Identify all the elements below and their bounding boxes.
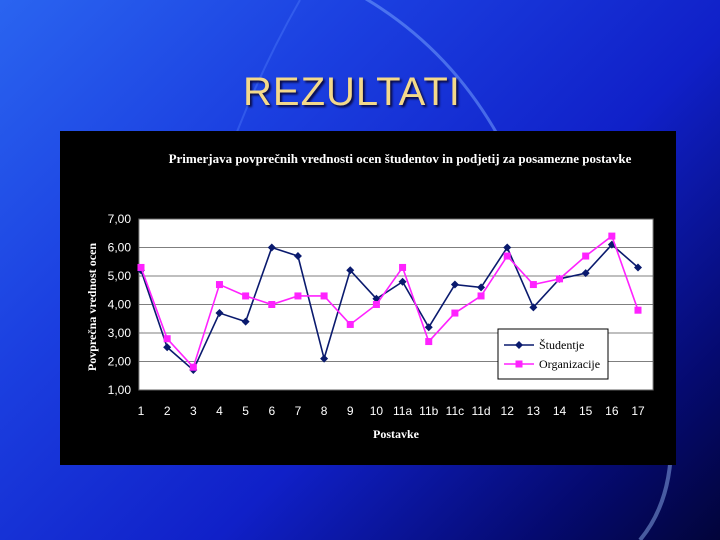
data-point-studentje	[581, 269, 590, 278]
x-tick-label: 11d	[471, 404, 490, 418]
data-point-studentje	[346, 266, 355, 275]
x-tick-label: 14	[553, 404, 567, 418]
x-tick-label: 6	[268, 404, 275, 418]
data-point-organizacije	[451, 309, 459, 317]
y-tick-label: 3,00	[108, 326, 132, 340]
data-point-studentje	[450, 280, 459, 289]
data-point-organizacije	[399, 263, 407, 271]
y-tick-label: 5,00	[108, 269, 132, 283]
data-point-studentje	[241, 317, 250, 326]
legend-label: Študentje	[539, 338, 584, 352]
data-point-studentje	[424, 323, 433, 332]
data-point-studentje	[293, 252, 302, 261]
data-point-organizacije	[320, 292, 328, 300]
series-line-organizacije	[140, 234, 639, 369]
x-tick-label: 9	[347, 404, 354, 418]
x-tick-label: 12	[501, 404, 515, 418]
data-point-organizacije	[137, 263, 145, 271]
legend: Študentje Organizacije	[497, 328, 609, 380]
data-point-organizacije	[346, 320, 354, 328]
x-tick-label: 11a	[393, 404, 412, 418]
chart-frame: Primerjava povprečnih vrednosti ocen štu…	[60, 131, 676, 465]
data-point-organizacije	[556, 275, 564, 283]
data-point-organizacije	[529, 281, 537, 289]
chart-title: Primerjava povprečnih vrednosti ocen štu…	[169, 151, 632, 166]
y-axis-label: Povprečna vrednost ocen	[85, 243, 99, 372]
x-tick-label: 2	[164, 404, 171, 418]
legend-marker	[515, 360, 523, 368]
y-tick-label: 6,00	[108, 241, 132, 255]
data-point-organizacije	[163, 335, 171, 343]
x-tick-label: 8	[321, 404, 328, 418]
x-tick-label: 15	[579, 404, 593, 418]
x-tick-label: 10	[370, 404, 384, 418]
data-point-organizacije	[425, 338, 433, 346]
data-point-organizacije	[503, 252, 511, 260]
legend-box	[497, 328, 609, 380]
x-tick-label: 3	[190, 404, 197, 418]
data-point-organizacije	[477, 292, 485, 300]
data-point-studentje	[633, 263, 642, 272]
data-point-organizacije	[242, 292, 250, 300]
data-point-organizacije	[608, 232, 616, 240]
y-tick-label: 4,00	[108, 298, 132, 312]
slide-title: REZULTATI	[243, 70, 461, 114]
series-line-studentje	[140, 243, 639, 372]
x-tick-label: 7	[295, 404, 302, 418]
data-point-studentje	[607, 240, 616, 249]
x-tick-label: 13	[527, 404, 541, 418]
y-tick-label: 7,00	[108, 212, 132, 226]
x-tick-label: 11b	[419, 404, 438, 418]
data-point-studentje	[320, 354, 329, 363]
legend-label: Organizacije	[539, 357, 600, 371]
data-point-organizacije	[268, 301, 276, 308]
data-point-studentje	[529, 303, 538, 312]
data-point-organizacije	[215, 281, 223, 289]
data-point-studentje	[477, 283, 486, 292]
legend-marker	[515, 341, 523, 349]
data-point-studentje	[267, 243, 276, 252]
data-point-studentje	[163, 343, 172, 352]
x-tick-label: 16	[605, 404, 619, 418]
x-tick-label: 5	[242, 404, 249, 418]
data-point-organizacije	[634, 306, 642, 314]
x-tick-label: 4	[216, 404, 223, 418]
y-tick-label: 1,00	[108, 383, 132, 397]
data-point-organizacije	[582, 252, 590, 260]
data-point-organizacije	[189, 363, 197, 371]
data-point-studentje	[398, 277, 407, 286]
y-tick-label: 2,00	[108, 355, 132, 369]
x-tick-label: 1	[138, 404, 145, 418]
x-axis-label: Postavke	[373, 427, 420, 441]
data-point-studentje	[503, 243, 512, 252]
x-tick-label: 11c	[446, 404, 464, 418]
x-tick-label: 17	[631, 404, 645, 418]
data-point-organizacije	[372, 301, 380, 308]
data-point-organizacije	[294, 292, 302, 300]
data-point-studentje	[215, 309, 224, 318]
line-chart: Primerjava povprečnih vrednosti ocen štu…	[85, 151, 654, 441]
